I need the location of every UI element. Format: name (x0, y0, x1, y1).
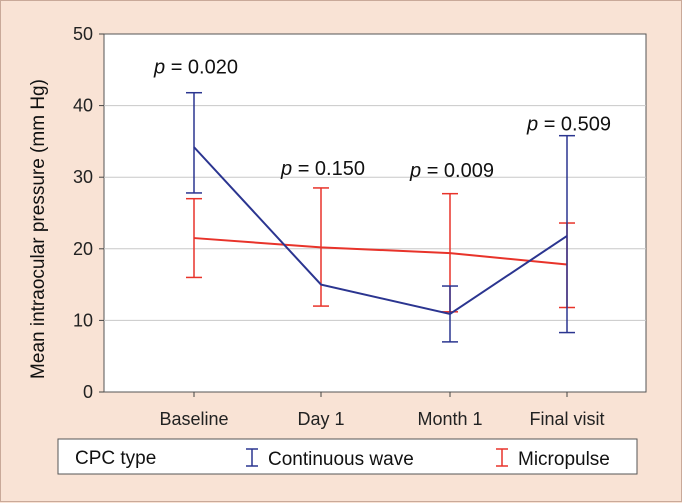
plot-area (104, 34, 646, 392)
y-tick-label-40: 40 (73, 96, 93, 116)
legend-label-continuous-wave: Continuous wave (268, 449, 414, 470)
x-tick-label-0: Baseline (159, 409, 228, 429)
p-value-annotation-2: p = 0.009 (409, 160, 494, 182)
y-tick-label-20: 20 (73, 239, 93, 259)
x-tick-label-2: Month 1 (417, 409, 482, 429)
legend-label-micropulse: Micropulse (518, 449, 610, 470)
y-tick-label-30: 30 (73, 167, 93, 187)
p-value-annotation-1: p = 0.150 (280, 158, 365, 180)
y-axis-ticks: 0 10 20 30 40 50 (73, 24, 104, 402)
y-axis-label: Mean intraocular pressure (mm Hg) (28, 79, 49, 379)
y-tick-label-0: 0 (83, 382, 93, 402)
p-value-annotation-0: p = 0.020 (153, 56, 238, 78)
x-tick-label-3: Final visit (529, 409, 604, 429)
p-value-annotation-3: p = 0.509 (526, 114, 611, 136)
x-axis-ticks: Baseline Day 1 Month 1 Final visit (159, 392, 604, 429)
legend-title: CPC type (75, 448, 156, 469)
legend-entry-continuous-wave: Continuous wave (246, 449, 414, 470)
y-tick-label-10: 10 (73, 310, 93, 330)
x-tick-label-1: Day 1 (297, 409, 344, 429)
legend: CPC type Continuous wave Micropulse (58, 439, 637, 474)
y-tick-label-50: 50 (73, 24, 93, 44)
